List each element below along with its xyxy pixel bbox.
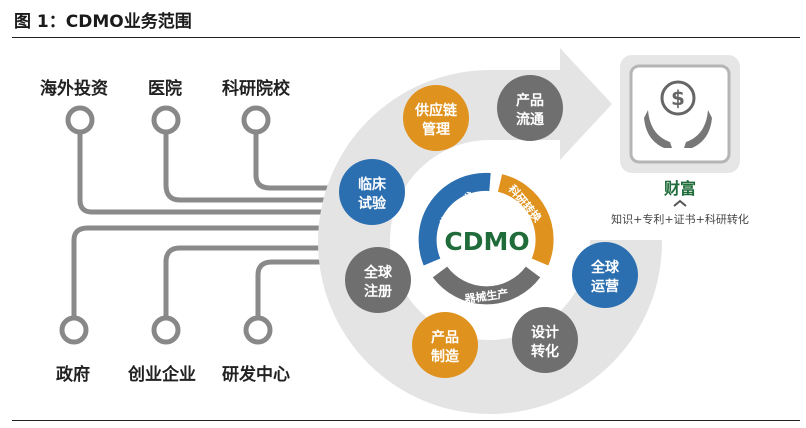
- big-arrow: [318, 48, 663, 414]
- cdmo-label: CDMO: [444, 227, 529, 256]
- service-circle: [512, 307, 578, 373]
- cycle-ring: [418, 172, 554, 305]
- top-rule: [12, 37, 800, 38]
- service-label: 全球: [363, 264, 393, 281]
- source-label: 医院: [148, 78, 182, 99]
- service-circle: [572, 242, 638, 308]
- service-label: 试验: [358, 195, 387, 212]
- service-label: 全球: [590, 259, 620, 276]
- source-label: 海外投资: [40, 78, 108, 99]
- figure-title: 图 1：CDMO业务范围: [14, 12, 192, 32]
- source-label: 研发中心: [222, 364, 290, 385]
- service-label: 临床: [358, 176, 387, 193]
- service-label: 流通: [516, 111, 544, 128]
- service-label: 注册: [364, 283, 392, 300]
- service-circle: [403, 85, 469, 151]
- service-circle: [497, 75, 563, 141]
- wealth-caption: 知识+专利+证书+科研转化: [611, 212, 749, 226]
- service-circle: [345, 247, 411, 313]
- ring-label: 器械生产: [463, 286, 510, 306]
- service-circle: [412, 312, 478, 378]
- bottom-rule: [12, 420, 800, 421]
- service-label: 运营: [591, 278, 619, 295]
- service-label: 转化: [531, 343, 559, 360]
- service-label: 供应链: [414, 102, 458, 119]
- service-label: 设计: [531, 324, 559, 341]
- caret-up-icon: [673, 199, 687, 207]
- service-circle: [339, 159, 405, 225]
- source-label: 政府: [56, 364, 90, 385]
- source-label: 创业企业: [127, 364, 196, 385]
- service-label: 制造: [431, 348, 459, 365]
- service-label: 管理: [422, 121, 450, 138]
- connector-lines: [71, 132, 345, 318]
- svg-text:$: $: [671, 86, 685, 110]
- source-nodes: [59, 105, 273, 345]
- service-label: 产品: [431, 329, 459, 346]
- service-label: 产品: [516, 92, 544, 109]
- money-hands-icon: $: [644, 80, 712, 148]
- source-label: 科研院校: [222, 78, 291, 99]
- wealth-label: 财富: [663, 179, 696, 198]
